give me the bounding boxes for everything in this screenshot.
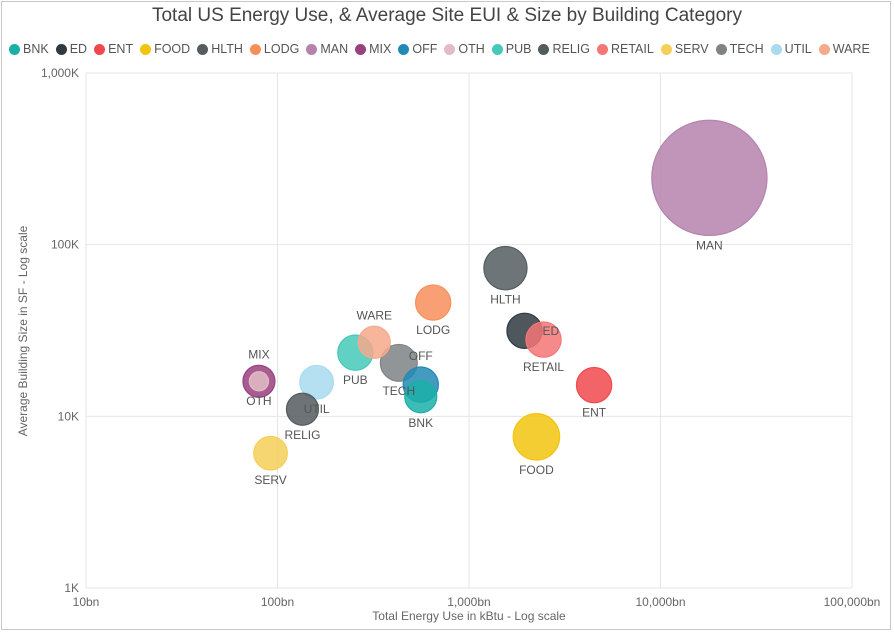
- bubble-lodg[interactable]: [414, 284, 452, 321]
- legend-label: FOOD: [154, 42, 191, 56]
- legend-item-hlth[interactable]: HLTH: [197, 42, 243, 56]
- bubble-oth[interactable]: [248, 371, 270, 392]
- data-label-lodg: LODG: [416, 323, 450, 337]
- legend-swatch: [660, 43, 672, 55]
- y-tick-label: 100K: [51, 238, 79, 252]
- legend-item-oth[interactable]: OTH: [444, 42, 485, 56]
- legend-swatch: [715, 43, 727, 55]
- bubble-util[interactable]: [299, 364, 334, 400]
- legend-label: SERV: [674, 42, 709, 56]
- data-label-oth: OTH: [246, 394, 271, 408]
- legend-swatch: [818, 43, 830, 55]
- bubble-bnk[interactable]: [404, 380, 438, 414]
- legend-swatch: [538, 43, 550, 55]
- data-label-hlth: HLTH: [490, 293, 520, 307]
- data-label-pub: PUB: [343, 373, 368, 387]
- data-label-bnk: BNK: [408, 416, 433, 430]
- bubble-ent[interactable]: [575, 366, 613, 404]
- legend-swatch: [94, 43, 106, 55]
- data-labels: BNK ED ENT FOOD HLTH LODG MAN MIX OFF OTH PUB RELIG…: [246, 238, 722, 487]
- legend-label: PUB: [505, 42, 532, 56]
- legend-item-lodg[interactable]: LODG: [249, 42, 300, 56]
- legend-swatch: [249, 43, 261, 55]
- legend-item-man[interactable]: MAN: [306, 42, 348, 56]
- bubble-relig[interactable]: [285, 392, 320, 426]
- legend-item-retail[interactable]: RETAIL: [596, 42, 654, 56]
- bubble-man[interactable]: [651, 119, 768, 237]
- data-label-ent: ENT: [582, 406, 607, 420]
- data-label-food: FOOD: [519, 463, 554, 477]
- y-axis-title: Average Building Size in SF - Log scale: [16, 225, 30, 436]
- bubble-serv[interactable]: [253, 435, 288, 471]
- legend-item-food[interactable]: FOOD: [140, 42, 190, 56]
- legend-swatch: [398, 43, 410, 55]
- legend-label: RETAIL: [610, 42, 654, 56]
- x-tick-label: 1,000bn: [447, 595, 490, 609]
- legend-label: ENT: [108, 42, 134, 56]
- legend-label: RELIG: [552, 42, 590, 56]
- data-label-off: OFF: [409, 349, 433, 363]
- bubble-retail[interactable]: [525, 321, 562, 358]
- legend-item-ware[interactable]: WARE: [818, 42, 870, 56]
- legend-label: LODG: [263, 42, 300, 56]
- legend-label: MIX: [369, 42, 392, 56]
- legend-label: BNK: [23, 42, 49, 56]
- bubble-hlth[interactable]: [483, 245, 528, 291]
- legend-label: TECH: [729, 42, 764, 56]
- data-label-util: UTIL: [304, 402, 330, 416]
- chart-title: Total US Energy Use, & Average Site EUI …: [151, 5, 742, 26]
- data-label-relig: RELIG: [284, 428, 320, 442]
- legend-item-relig[interactable]: RELIG: [538, 42, 590, 56]
- legend-swatch: [596, 43, 608, 55]
- data-label-ed: ED: [543, 324, 560, 338]
- legend-label: MAN: [320, 42, 349, 56]
- legend-swatch: [770, 43, 782, 55]
- bubble-food[interactable]: [512, 412, 561, 461]
- data-label-ware: WARE: [356, 308, 392, 322]
- y-tick-label: 1K: [64, 581, 79, 595]
- legend-swatch: [55, 43, 67, 55]
- legend-label: HLTH: [211, 42, 243, 56]
- legend-label: OTH: [458, 42, 485, 56]
- bubbles: [242, 119, 768, 471]
- bubble-ware[interactable]: [357, 325, 391, 359]
- legend-label: ED: [69, 42, 88, 56]
- legend-item-serv[interactable]: SERV: [660, 42, 709, 56]
- axis-ticks: 10bn 100bn 1,000bn 10,000bn 100,000bn 1K 10K 10…: [41, 66, 880, 609]
- legend-item-tech[interactable]: TECH: [715, 42, 764, 56]
- legend-item-pub[interactable]: PUB: [491, 42, 532, 56]
- legend-swatch: [355, 43, 367, 55]
- legend-item-ent[interactable]: ENT: [94, 42, 133, 56]
- legend-swatch: [140, 43, 152, 55]
- data-label-serv: SERV: [254, 473, 286, 487]
- x-axis-title: Total Energy Use in kBtu - Log scale: [372, 609, 566, 623]
- x-tick-label: 10,000bn: [635, 595, 685, 609]
- legend: BNK ED ENT FOOD HLTH LODG MAN MIX OFF OTH PUB RELIG…: [9, 40, 877, 58]
- x-tick-label: 100,000bn: [824, 595, 881, 609]
- data-label-retail: RETAIL: [523, 360, 564, 374]
- legend-label: WARE: [832, 42, 870, 56]
- legend-item-off[interactable]: OFF: [398, 42, 437, 56]
- legend-item-util[interactable]: UTIL: [770, 42, 812, 56]
- legend-item-mix[interactable]: MIX: [355, 42, 391, 56]
- x-tick-label: 100bn: [261, 595, 294, 609]
- data-label-man: MAN: [696, 238, 723, 252]
- legend-item-ed[interactable]: ED: [55, 42, 88, 56]
- y-tick-label: 10K: [58, 409, 79, 423]
- legend-label: UTIL: [784, 42, 812, 56]
- legend-label: OFF: [412, 42, 438, 56]
- legend-swatch: [491, 43, 503, 55]
- x-tick-label: 10bn: [73, 595, 100, 609]
- gridlines: [85, 72, 853, 589]
- legend-swatch: [197, 43, 209, 55]
- legend-swatch: [9, 43, 20, 55]
- legend-swatch: [306, 43, 318, 55]
- legend-item-bnk[interactable]: BNK: [9, 42, 49, 56]
- data-label-tech: TECH: [382, 384, 415, 398]
- legend-swatch: [444, 43, 456, 55]
- data-label-mix: MIX: [248, 347, 269, 361]
- y-tick-label: 1,000K: [41, 66, 79, 80]
